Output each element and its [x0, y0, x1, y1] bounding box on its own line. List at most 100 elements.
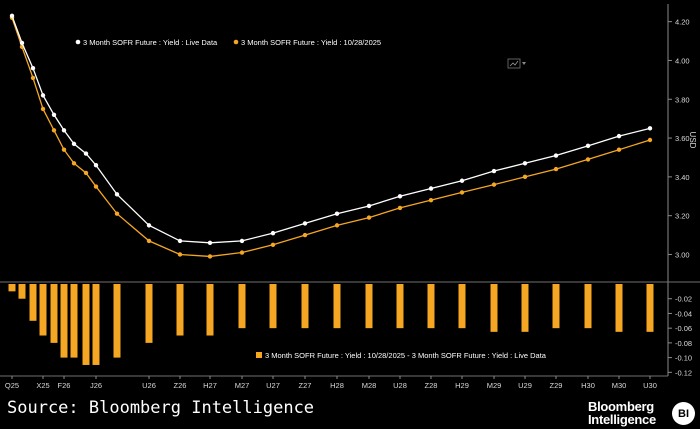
point-10-28-2025 — [83, 170, 89, 176]
x-tick-label: U26 — [142, 381, 156, 390]
x-tick-label: Z27 — [299, 381, 312, 390]
x-tick-label: H28 — [330, 381, 344, 390]
bar — [427, 284, 435, 329]
x-tick-label: X25 — [36, 381, 49, 390]
point-live-data — [647, 126, 653, 131]
bar — [39, 284, 47, 336]
legend-marker-difference — [256, 352, 262, 358]
point-live-data — [71, 141, 77, 147]
point-live-data — [51, 112, 57, 117]
bar — [615, 284, 623, 332]
series-line-10-28-2025 — [11, 17, 651, 258]
point-live-data — [9, 13, 15, 19]
bar — [365, 284, 373, 329]
point-live-data — [146, 223, 152, 228]
chart-type-icon-glyph — [509, 60, 519, 67]
brand-line-1: Bloomberg — [588, 399, 654, 414]
point-10-28-2025 — [585, 157, 591, 162]
y-tick-label: 4.00 — [675, 56, 690, 65]
point-10-28-2025 — [270, 242, 276, 247]
point-10-28-2025 — [177, 252, 183, 257]
point-live-data — [40, 93, 46, 98]
x-tick-label: U28 — [393, 381, 407, 390]
x-tick-label: Q25 — [5, 381, 19, 390]
x-tick-label: M30 — [612, 381, 627, 390]
point-10-28-2025 — [302, 232, 308, 238]
x-tick-label: U27 — [266, 381, 280, 390]
point-live-data — [553, 153, 559, 158]
bar — [92, 284, 100, 365]
bar — [60, 284, 68, 358]
x-tick-label: M28 — [362, 381, 377, 390]
point-live-data — [491, 168, 497, 174]
x-tick-label: U30 — [643, 381, 657, 390]
y-tick-label: 3.80 — [675, 95, 690, 104]
x-tick-label: J26 — [90, 381, 102, 390]
point-10-28-2025 — [459, 190, 465, 195]
point-10-28-2025 — [397, 205, 403, 211]
bar — [176, 284, 184, 336]
point-10-28-2025 — [491, 182, 497, 187]
point-live-data — [114, 192, 120, 197]
bar — [8, 284, 16, 292]
bar — [646, 284, 654, 332]
bar — [269, 284, 277, 329]
bar — [29, 284, 37, 321]
bar — [584, 284, 592, 329]
y-tick-label: 3.20 — [675, 212, 690, 221]
point-10-28-2025 — [93, 184, 99, 189]
point-10-28-2025 — [239, 250, 245, 255]
point-10-28-2025 — [30, 75, 36, 81]
point-live-data — [585, 143, 591, 149]
point-live-data — [30, 66, 36, 71]
point-live-data — [270, 230, 276, 236]
point-live-data — [459, 178, 465, 183]
legend-label-difference: 3 Month SOFR Future : Yield : 10/28/2025… — [265, 351, 547, 360]
y-axis-title: USD — [688, 132, 697, 149]
bar — [396, 284, 404, 329]
point-live-data — [177, 238, 183, 244]
legend-label-live-data: 3 Month SOFR Future : Yield : Live Data — [83, 38, 218, 47]
legend-label-10-28-2025: 3 Month SOFR Future : Yield : 10/28/2025 — [241, 38, 381, 47]
point-10-28-2025 — [207, 254, 213, 259]
point-10-28-2025 — [40, 106, 46, 112]
point-live-data — [19, 40, 25, 46]
point-live-data — [334, 211, 340, 216]
point-live-data — [207, 240, 213, 246]
point-10-28-2025 — [522, 174, 528, 180]
bar — [521, 284, 529, 332]
x-tick-label: H29 — [455, 381, 469, 390]
point-10-28-2025 — [616, 147, 622, 152]
bar — [333, 284, 341, 329]
point-10-28-2025 — [71, 161, 77, 166]
y2-tick-label: -0.10 — [675, 354, 692, 363]
bar — [301, 284, 309, 329]
point-live-data — [522, 161, 528, 166]
y-tick-label: 3.00 — [675, 250, 690, 259]
source-note: Source: Bloomberg Intelligence — [7, 398, 315, 418]
x-tick-label: Z29 — [550, 381, 563, 390]
y2-tick-label: -0.04 — [675, 309, 692, 318]
x-tick-label: M27 — [235, 381, 250, 390]
y2-tick-label: -0.08 — [675, 339, 692, 348]
bar — [238, 284, 246, 329]
bar — [82, 284, 90, 365]
bar — [18, 284, 26, 299]
bar — [458, 284, 466, 329]
point-live-data — [93, 163, 99, 168]
x-tick-label: Z26 — [174, 381, 187, 390]
point-10-28-2025 — [428, 197, 434, 203]
chart-type-icon — [507, 58, 521, 69]
point-live-data — [428, 186, 434, 191]
y-tick-label: 3.60 — [675, 134, 690, 143]
legend-marker-10-28-2025 — [233, 39, 239, 45]
bar — [70, 284, 78, 358]
point-live-data — [302, 221, 308, 226]
point-live-data — [61, 128, 67, 133]
y-tick-label: 4.20 — [675, 18, 690, 27]
point-10-28-2025 — [146, 238, 152, 244]
bar — [206, 284, 214, 336]
point-live-data — [239, 238, 245, 244]
y2-tick-label: -0.12 — [675, 368, 692, 377]
